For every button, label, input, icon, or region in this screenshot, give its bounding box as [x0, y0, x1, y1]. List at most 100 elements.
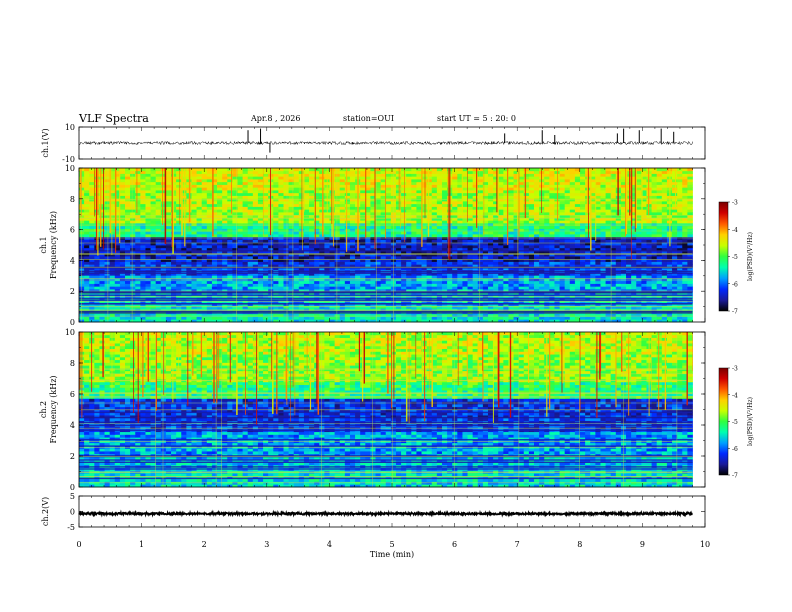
- spectrogram-2-cell: [232, 286, 238, 290]
- spectrogram-2-cell: [104, 294, 111, 298]
- spectrogram-2-cell: [482, 278, 489, 282]
- spectrogram-2-cell: [344, 278, 351, 282]
- spectrogram-2-cell: [539, 316, 545, 320]
- spectrogram-2-cell: [293, 209, 300, 213]
- spectrogram-2-cell: [242, 313, 249, 317]
- spectrogram-2-cell: [672, 272, 678, 276]
- spectrogram-2-cell: [227, 272, 233, 276]
- spectrogram-2-cell: [283, 228, 289, 232]
- spectrogram-2-cell: [503, 283, 509, 287]
- spectrogram-2-cell: [222, 275, 228, 279]
- spectrogram-2-cell: [390, 217, 397, 221]
- spectrogram-2-cell: [89, 242, 95, 246]
- spectrogram-2-cell: [549, 234, 555, 238]
- spectrogram-2-cell: [114, 313, 121, 317]
- spectrogram-2-cell: [171, 289, 177, 293]
- spectrogram-2-cell: [457, 261, 463, 265]
- spectrogram-2-cell: [114, 214, 121, 218]
- spectrogram-2-cell: [390, 264, 397, 268]
- spectrogram-2-cell: [176, 294, 182, 298]
- spectrogram-2-cell: [534, 220, 540, 224]
- spectrogram-2-cell: [309, 289, 315, 293]
- spectrogram-2-cell: [380, 319, 387, 323]
- spectrogram-2-cell: [257, 223, 264, 227]
- spectrogram-2-cell: [539, 294, 545, 298]
- spectrogram-2-cell: [615, 234, 622, 238]
- spectrogram-2-cell: [441, 294, 448, 298]
- spectrogram-2-cell: [181, 245, 187, 249]
- spectrogram-2-cell: [89, 236, 95, 240]
- spectrogram-2-cell: [119, 261, 126, 265]
- spectrogram-2-cell: [109, 223, 116, 227]
- spectrogram-2-cell: [487, 313, 494, 317]
- spectrogram-2-cell: [273, 267, 279, 271]
- spectrogram-2-cell: [518, 286, 525, 290]
- spectrogram-2-cell: [559, 236, 566, 240]
- spectrogram-2-cell: [395, 245, 402, 249]
- spectrogram-2-cell: [140, 258, 146, 262]
- spectrogram-2-cell: [222, 313, 228, 317]
- spectrogram-2-cell: [651, 236, 658, 240]
- spectrogram-2-cell: [293, 313, 300, 317]
- spectrogram-2-cell: [493, 220, 499, 224]
- spectrogram-2-cell: [544, 212, 550, 216]
- spectrogram-2-cell: [426, 267, 433, 271]
- spectrogram-2-cell: [329, 319, 336, 323]
- spectrogram-2-cell: [605, 267, 612, 271]
- spectrogram-2-cell: [641, 242, 647, 246]
- spectrogram-2-cell: [360, 316, 366, 320]
- spectrogram-2-cell: [155, 236, 162, 240]
- spectrogram-2-cell: [263, 264, 269, 268]
- spectrogram-2-cell: [518, 275, 525, 279]
- spectrogram-2-cell: [564, 239, 571, 243]
- spectrogram-2-cell: [140, 261, 146, 265]
- spectrogram-2-cell: [605, 209, 612, 213]
- spectrogram-2-cell: [421, 272, 428, 276]
- spectrogram-2-cell: [646, 214, 652, 218]
- spectrogram-2-cell: [615, 272, 622, 276]
- spectrogram-2-cell: [513, 278, 520, 282]
- spectrogram-2-cell: [99, 217, 105, 221]
- spectrogram-2-cell: [339, 223, 346, 227]
- spectrogram-2-cell: [595, 316, 601, 320]
- spectrogram-2-cell: [375, 209, 382, 213]
- spectrogram-2-cell: [605, 289, 612, 293]
- spectrogram-2-cell: [656, 256, 663, 260]
- spectrogram-2-cell: [626, 294, 632, 298]
- spectrogram-2-cell: [651, 294, 658, 298]
- spectrogram-2-cell: [672, 289, 678, 293]
- spectrogram-2-cell: [636, 223, 642, 227]
- spectrogram-2-cell: [104, 280, 111, 284]
- spectrogram-2-cell: [227, 245, 233, 249]
- spectrogram-2-cell: [646, 258, 652, 262]
- spectrogram-2-cell: [217, 247, 223, 251]
- spectrogram-2-cell: [104, 231, 111, 235]
- spectrogram-2-cell: [334, 267, 341, 271]
- spectrogram-2-cell: [349, 289, 356, 293]
- spectrogram-2-cell: [605, 220, 612, 224]
- spectrogram-2-cell: [380, 239, 387, 243]
- spectrogram-2-cell: [523, 267, 530, 271]
- spectrogram-2-cell: [227, 286, 233, 290]
- spectrogram-2-cell: [385, 236, 392, 240]
- spectrogram-2-cell: [125, 220, 131, 224]
- spectrogram-2-cell: [303, 264, 310, 268]
- spectrogram-2-cell: [309, 319, 315, 323]
- spectrogram-2-cell: [661, 212, 668, 216]
- spectrogram-2-cell: [406, 209, 412, 213]
- spectrogram-2-cell: [375, 245, 382, 249]
- spectrogram-2-cell: [201, 258, 208, 262]
- spectrogram-2-cell: [375, 278, 382, 282]
- spectrogram-2-cell: [595, 242, 601, 246]
- spectrogram-2-cell: [247, 250, 254, 254]
- spectrogram-2-cell: [237, 316, 243, 320]
- spectrogram-2-cell: [544, 236, 550, 240]
- spectrogram-2-cell: [590, 319, 596, 323]
- spectrogram-2-cell: [513, 319, 520, 323]
- spectrogram-2-cell: [482, 294, 489, 298]
- spectrogram-2-cell: [401, 231, 407, 235]
- spectrogram-2-cell: [605, 217, 612, 221]
- spectrogram-2-cell: [385, 228, 392, 232]
- spectrogram-2-cell: [334, 258, 341, 262]
- spectrogram-2-cell: [672, 286, 678, 290]
